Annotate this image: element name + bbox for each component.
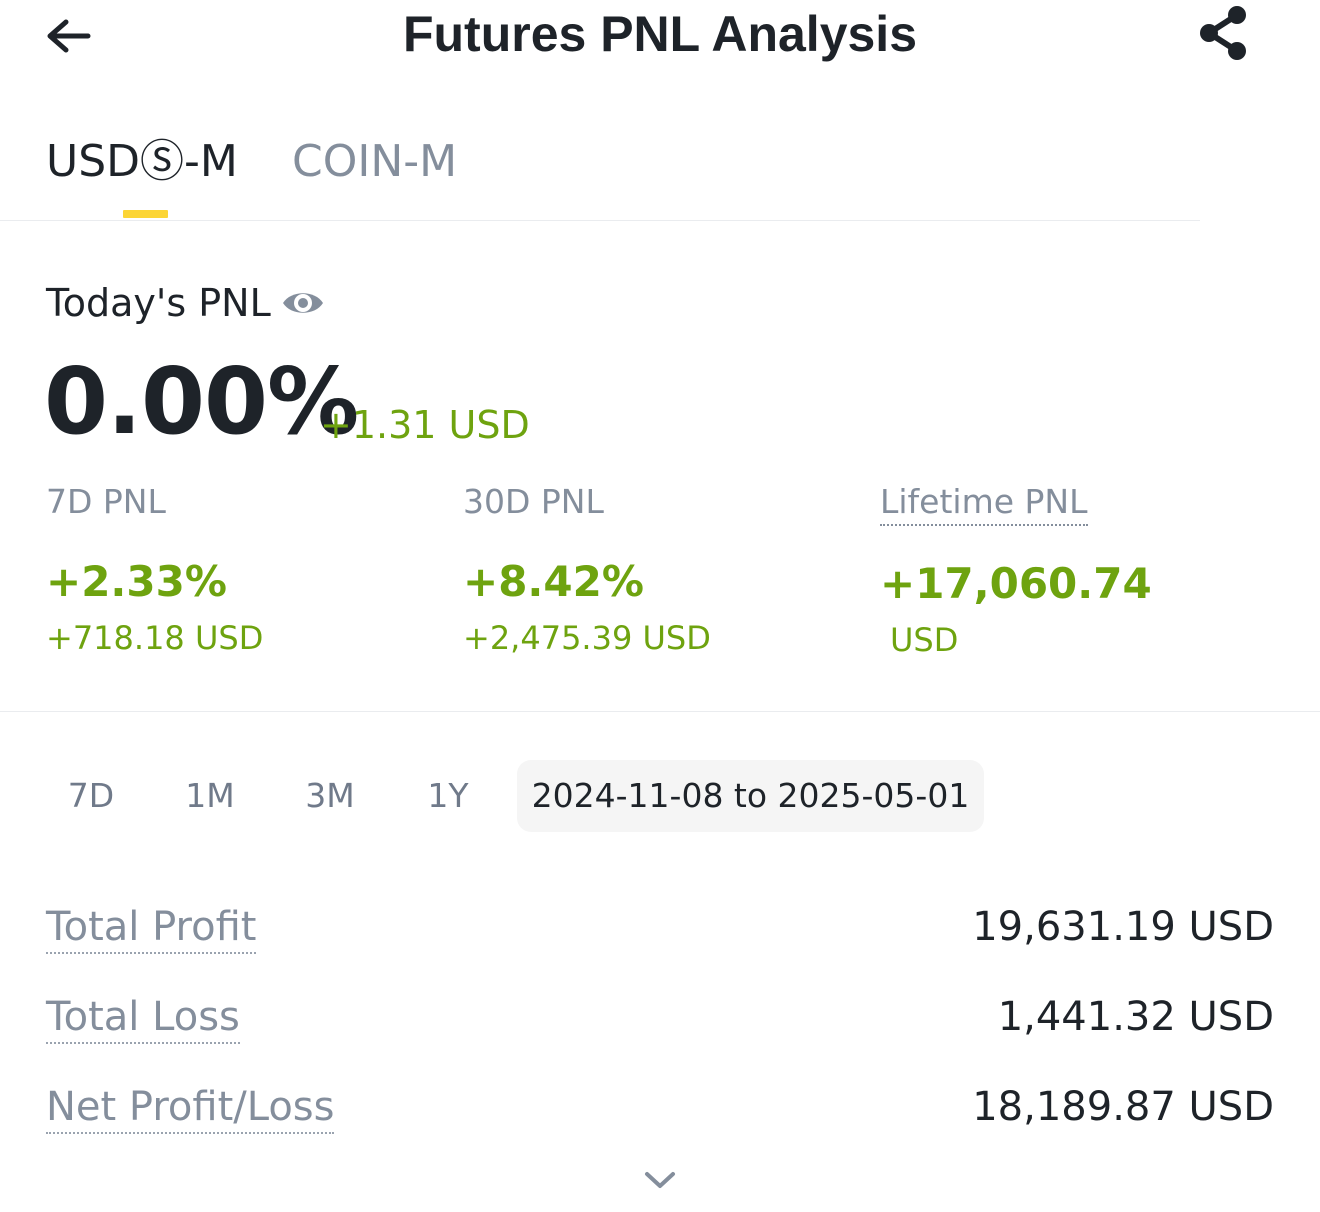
stat-lifetime-label[interactable]: Lifetime PNL [880, 480, 1088, 526]
back-button[interactable] [40, 14, 96, 58]
today-pnl-amount: +1.31 USD [320, 403, 530, 447]
stat-lifetime-unit: USD [890, 621, 959, 659]
page-title: Futures PNL Analysis [402, 6, 918, 62]
tab-coin-m[interactable]: COIN-M [292, 136, 458, 187]
total-loss-label[interactable]: Total Loss [46, 992, 240, 1044]
today-pnl-percent: 0.00% [44, 348, 359, 455]
stat-30d-label: 30D PNL [463, 482, 604, 521]
summary-row-total-loss: Total Loss 1,441.32 USD [46, 992, 1274, 1048]
expand-button[interactable] [636, 1160, 684, 1200]
total-loss-value: 1,441.32 USD [997, 994, 1274, 1040]
date-range-button[interactable]: 2024-11-08 to 2025-05-01 [517, 760, 984, 832]
active-tab-indicator [123, 210, 168, 218]
today-pnl-label: Today's PNL [46, 281, 271, 325]
stat-lifetime-pnl: Lifetime PNL +17,060.74 USD [880, 480, 1280, 660]
net-profit-loss-label[interactable]: Net Profit/Loss [46, 1082, 335, 1134]
period-selector: 7D 1M 3M 1Y 2024-11-08 to 2025-05-01 [0, 760, 1320, 832]
stat-7d-percent: +2.33% [46, 557, 227, 606]
net-profit-loss-value: 18,189.87 USD [972, 1084, 1274, 1130]
period-1y-button[interactable]: 1Y [427, 776, 469, 815]
arrow-left-icon [47, 19, 91, 53]
share-icon [1200, 6, 1246, 60]
tab-usds-m[interactable]: USDⓈ-M [46, 136, 238, 187]
share-button[interactable] [1190, 2, 1256, 64]
total-profit-value: 19,631.19 USD [972, 904, 1274, 950]
period-1m-button[interactable]: 1M [185, 776, 235, 815]
stat-30d-amount: +2,475.39 USD [463, 619, 711, 657]
stat-7d-label: 7D PNL [46, 482, 166, 521]
period-7d-button[interactable]: 7D [67, 776, 115, 815]
header: Futures PNL Analysis [0, 0, 1320, 80]
stat-7d-pnl: 7D PNL +2.33% +718.18 USD [46, 480, 446, 658]
chevron-down-icon [645, 1172, 675, 1188]
stat-30d-percent: +8.42% [463, 557, 644, 606]
summary-row-net: Net Profit/Loss 18,189.87 USD [46, 1082, 1274, 1138]
eye-icon[interactable] [281, 281, 325, 325]
today-pnl-header: Today's PNL [46, 280, 325, 326]
stat-lifetime-value: +17,060.74 [880, 559, 1152, 608]
stat-7d-amount: +718.18 USD [46, 619, 264, 657]
market-tabs: USDⓈ-M COIN-M [0, 120, 1200, 221]
period-3m-button[interactable]: 3M [305, 776, 355, 815]
section-divider [0, 711, 1320, 712]
stat-30d-pnl: 30D PNL +8.42% +2,475.39 USD [463, 480, 863, 658]
total-profit-label[interactable]: Total Profit [46, 902, 257, 954]
summary-row-total-profit: Total Profit 19,631.19 USD [46, 902, 1274, 958]
